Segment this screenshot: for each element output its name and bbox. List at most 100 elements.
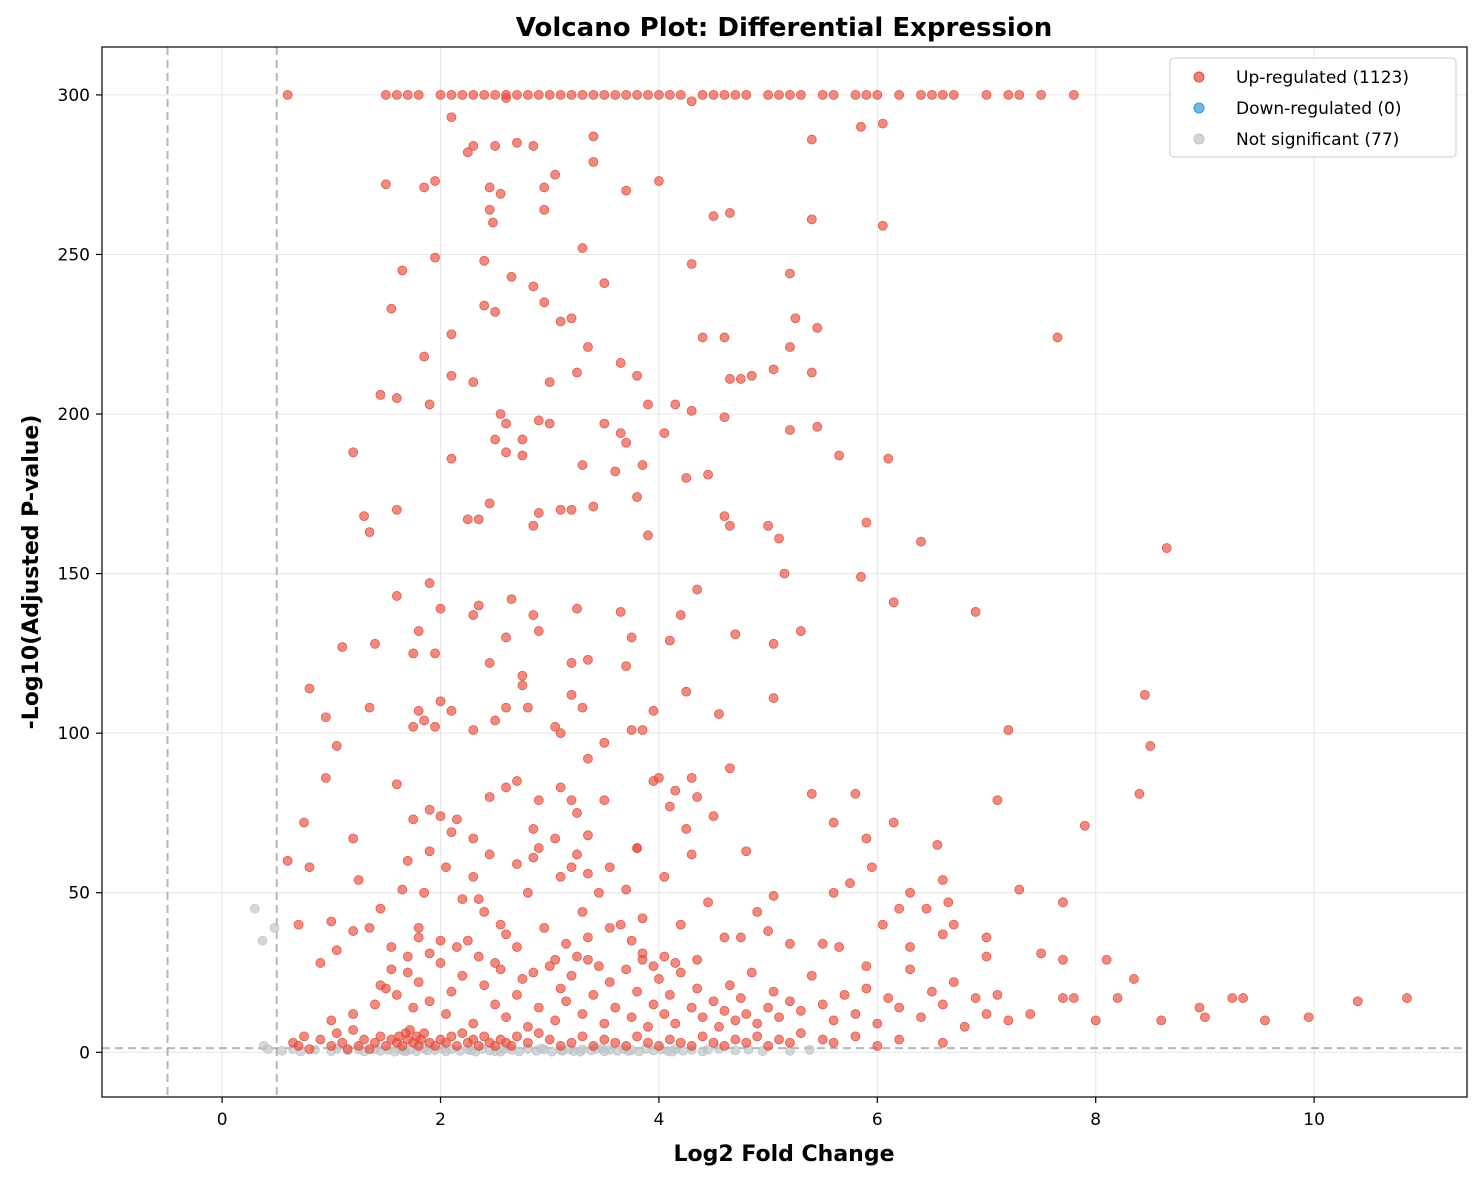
up-regulated-point — [555, 983, 566, 994]
up-regulated-point — [714, 709, 724, 719]
up-regulated-point — [861, 517, 872, 528]
up-regulated-point — [916, 89, 926, 100]
up-regulated-point — [506, 594, 517, 605]
up-regulated-point — [533, 415, 544, 426]
up-regulated-point — [353, 875, 364, 885]
up-regulated-point — [692, 584, 703, 595]
up-regulated-point — [828, 817, 839, 828]
up-regulated-point — [533, 843, 544, 853]
up-regulated-point — [675, 610, 686, 620]
up-regulated-point — [621, 884, 632, 895]
up-regulated-point — [1052, 332, 1063, 343]
up-regulated-point — [588, 989, 599, 1000]
up-regulated-point — [861, 983, 872, 994]
up-regulated-point — [905, 887, 915, 898]
up-regulated-point — [664, 635, 675, 646]
up-regulated-point — [664, 1034, 675, 1045]
up-regulated-point — [364, 527, 375, 538]
up-regulated-point — [577, 702, 588, 713]
up-regulated-point — [490, 306, 501, 317]
up-regulated-point — [479, 980, 490, 991]
up-regulated-point — [883, 993, 894, 1003]
up-regulated-point — [664, 801, 675, 812]
up-regulated-point — [670, 399, 681, 410]
up-regulated-point — [446, 370, 457, 381]
up-regulated-point — [282, 855, 293, 866]
up-regulated-point — [391, 591, 402, 601]
up-regulated-point — [877, 919, 888, 930]
up-regulated-point — [1101, 954, 1112, 965]
not-significant-point — [257, 935, 268, 946]
up-regulated-point — [304, 862, 315, 873]
up-regulated-point — [370, 999, 380, 1010]
up-regulated-point — [501, 782, 511, 793]
up-regulated-point — [488, 217, 498, 228]
up-regulated-point — [391, 504, 402, 515]
up-regulated-point — [970, 606, 981, 617]
up-regulated-point — [435, 935, 446, 946]
up-regulated-point — [621, 89, 632, 100]
up-regulated-point — [566, 862, 577, 873]
up-regulated-point — [550, 1015, 561, 1026]
up-regulated-point — [539, 297, 550, 308]
up-regulated-point — [468, 610, 479, 620]
up-regulated-point — [850, 788, 861, 799]
up-regulated-point — [430, 176, 440, 186]
up-regulated-point — [604, 977, 615, 988]
up-regulated-point — [1079, 820, 1090, 831]
plot-frame — [101, 46, 1468, 1098]
up-regulated-point — [408, 721, 419, 732]
up-regulated-point — [413, 705, 424, 716]
up-regulated-point — [424, 399, 435, 410]
up-regulated-point — [1003, 1015, 1014, 1026]
up-regulated-point — [419, 351, 430, 362]
x-axis-label: Log2 Fold Change — [673, 1142, 894, 1167]
up-regulated-point — [386, 303, 397, 314]
up-regulated-point — [593, 961, 604, 972]
up-regulated-point — [402, 89, 413, 100]
up-regulated-point — [413, 932, 424, 943]
up-regulated-point — [555, 89, 566, 100]
up-regulated-point — [697, 332, 708, 343]
up-regulated-point — [806, 367, 817, 378]
up-regulated-point — [905, 942, 915, 952]
up-regulated-point — [845, 878, 855, 889]
up-regulated-point — [948, 89, 959, 100]
up-regulated-point — [735, 932, 746, 943]
up-regulated-point — [299, 817, 309, 828]
up-regulated-point — [583, 830, 593, 841]
up-regulated-point — [806, 134, 817, 145]
up-regulated-point — [916, 1012, 926, 1023]
legend-label-ns: Not significant (77) — [1236, 130, 1399, 150]
up-regulated-point — [785, 89, 795, 100]
up-regulated-point — [320, 712, 331, 723]
up-regulated-point — [648, 961, 659, 972]
up-regulated-point — [741, 1009, 752, 1019]
up-regulated-point — [550, 721, 561, 732]
up-regulated-point — [648, 705, 659, 716]
up-regulated-point — [282, 89, 293, 100]
up-regulated-point — [337, 642, 348, 652]
up-regulated-point — [484, 792, 495, 802]
up-regulated-point — [888, 817, 899, 828]
x-tick-label: 0 — [217, 1110, 228, 1130]
up-regulated-point — [522, 702, 533, 713]
up-regulated-point — [588, 501, 599, 512]
up-regulated-point — [451, 942, 462, 952]
y-tick-label: 0 — [79, 1043, 90, 1063]
up-regulated-point — [397, 1041, 408, 1051]
up-regulated-point — [304, 1044, 315, 1055]
up-regulated-point — [577, 460, 588, 470]
up-regulated-point — [692, 983, 703, 994]
up-regulated-point — [397, 884, 408, 895]
up-regulated-point — [441, 862, 451, 873]
up-regulated-point — [490, 715, 501, 726]
up-regulated-point — [697, 89, 708, 100]
up-regulated-point — [479, 906, 490, 917]
up-regulated-point — [430, 648, 440, 659]
up-regulated-point — [752, 1018, 763, 1029]
y-tick-label: 200 — [58, 405, 90, 425]
up-regulated-point — [637, 913, 648, 924]
up-regulated-point — [583, 954, 593, 965]
